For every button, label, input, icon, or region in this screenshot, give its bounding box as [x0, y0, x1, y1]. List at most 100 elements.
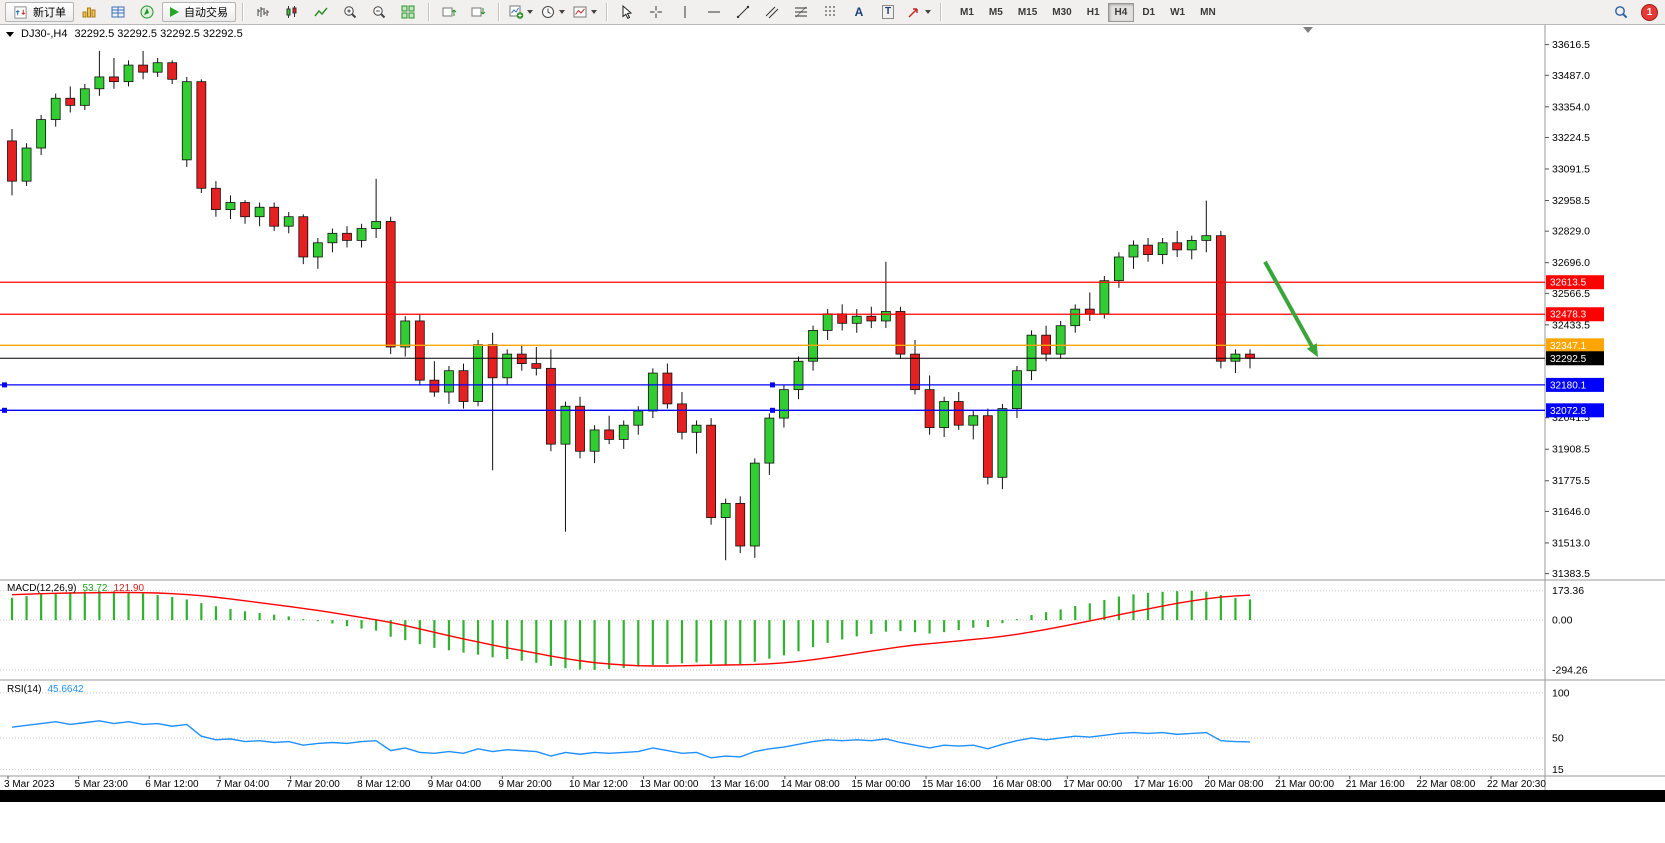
crosshair-tool-button[interactable] — [642, 1, 670, 23]
trendline-tool-button[interactable] — [729, 1, 757, 23]
auto-trading-button[interactable]: 自动交易 — [162, 2, 236, 22]
timeframe-button-H1[interactable]: H1 — [1080, 3, 1107, 22]
svg-text:32566.5: 32566.5 — [1552, 288, 1590, 300]
line-chart-mode-button[interactable] — [307, 1, 335, 23]
clock-icon — [542, 6, 554, 18]
arrows-icon — [908, 8, 918, 18]
new-order-label: 新订单 — [33, 7, 66, 19]
crosshair-icon — [650, 6, 662, 18]
period-button[interactable] — [537, 1, 568, 23]
chart-header: DJ30-,H4 32292.5 32292.5 32292.5 32292.5 — [6, 28, 243, 40]
horizontal-line-tool-button[interactable] — [700, 1, 728, 23]
svg-text:3 Mar 2023: 3 Mar 2023 — [4, 779, 55, 790]
quotes-button[interactable] — [75, 1, 103, 23]
notification-badge[interactable]: 1 — [1641, 3, 1658, 21]
macd-signal-value: 121.90 — [113, 583, 145, 594]
timeframe-button-MN[interactable]: MN — [1193, 3, 1223, 22]
text-tool-button[interactable]: A — [845, 1, 873, 23]
timeframe-button-W1[interactable]: W1 — [1163, 3, 1192, 22]
arrange-windows-down-button[interactable] — [464, 1, 492, 23]
data-window-button[interactable] — [104, 1, 132, 23]
search-button[interactable] — [1607, 1, 1635, 23]
chart-shift-marker — [1303, 27, 1313, 33]
svg-text:15 Mar 00:00: 15 Mar 00:00 — [851, 779, 910, 790]
text-icon: A — [854, 5, 864, 19]
quotes-icon — [82, 7, 96, 18]
svg-text:21 Mar 00:00: 21 Mar 00:00 — [1275, 779, 1334, 790]
svg-text:6 Mar 12:00: 6 Mar 12:00 — [145, 779, 199, 790]
svg-text:16 Mar 08:00: 16 Mar 08:00 — [993, 779, 1052, 790]
svg-text:31383.5: 31383.5 — [1552, 568, 1590, 580]
tile-windows-button[interactable] — [394, 1, 422, 23]
timeframe-button-M30[interactable]: M30 — [1045, 3, 1078, 22]
svg-text:32613.5: 32613.5 — [1550, 278, 1587, 289]
rsi-value: 45.6642 — [47, 684, 84, 695]
svg-text:32958.5: 32958.5 — [1552, 195, 1590, 207]
add-indicator-button[interactable] — [505, 1, 536, 23]
auto-trading-label: 自动交易 — [184, 7, 228, 19]
svg-text:0.00: 0.00 — [1552, 615, 1573, 627]
arrange-up-icon — [442, 7, 457, 17]
svg-text:9 Mar 20:00: 9 Mar 20:00 — [498, 779, 552, 790]
svg-text:32072.8: 32072.8 — [1550, 406, 1587, 417]
equidistant-channel-icon — [765, 6, 779, 19]
svg-text:14 Mar 08:00: 14 Mar 08:00 — [781, 779, 840, 790]
svg-text:100: 100 — [1552, 687, 1570, 699]
svg-text:10 Mar 12:00: 10 Mar 12:00 — [569, 779, 628, 790]
chevron-down-icon — [591, 10, 597, 14]
timeframe-button-M15[interactable]: M15 — [1011, 3, 1044, 22]
svg-text:32696.0: 32696.0 — [1552, 257, 1590, 269]
arrows-tool-button[interactable] — [903, 1, 934, 23]
svg-text:173.36: 173.36 — [1552, 585, 1584, 597]
navigator-button[interactable] — [133, 1, 161, 23]
candlestick-icon — [286, 6, 297, 18]
cycle-lines-tool-button[interactable] — [816, 1, 844, 23]
window-bottom-bar — [0, 790, 1665, 802]
search-icon — [1615, 6, 1628, 19]
svg-text:8 Mar 12:00: 8 Mar 12:00 — [357, 779, 411, 790]
timeframe-button-H4[interactable]: H4 — [1107, 2, 1135, 22]
svg-text:33354.0: 33354.0 — [1552, 101, 1590, 113]
zoom-in-button[interactable] — [336, 1, 364, 23]
zoom-out-button[interactable] — [365, 1, 393, 23]
toolbar-right-cluster: 1 — [1607, 1, 1660, 23]
navigator-icon — [140, 5, 154, 19]
timeframe-button-D1[interactable]: D1 — [1135, 3, 1162, 22]
cursor-icon — [622, 4, 633, 19]
svg-text:33091.5: 33091.5 — [1552, 163, 1590, 175]
svg-text:32180.1: 32180.1 — [1550, 380, 1587, 391]
annotation-arrow — [1263, 260, 1316, 352]
macd-name: MACD(12,26,9) — [7, 583, 77, 594]
arrange-windows-up-button[interactable] — [435, 1, 463, 23]
svg-text:31775.5: 31775.5 — [1552, 475, 1590, 487]
tile-windows-icon — [401, 5, 415, 19]
price-axis[interactable] — [1545, 24, 1665, 790]
cursor-tool-button[interactable] — [613, 1, 641, 23]
fibonacci-tool-button[interactable] — [787, 1, 815, 23]
chevron-down-icon — [527, 10, 533, 14]
chart-menu-icon[interactable] — [6, 31, 14, 37]
svg-text:21 Mar 16:00: 21 Mar 16:00 — [1346, 779, 1405, 790]
timeframe-toolbar: M1 M5 M15 M30 H1 H4 D1 W1 MN — [953, 2, 1223, 22]
horizontal-lines-layer: 32613.5 32478.3 32347.1 32292.5 32180.1 32072… — [0, 275, 1604, 418]
time-axis[interactable] — [0, 776, 1545, 790]
bar-chart-mode-button[interactable] — [249, 1, 277, 23]
vertical-line-tool-button[interactable] — [671, 1, 699, 23]
channel-tool-button[interactable] — [758, 1, 786, 23]
candlestick-mode-button[interactable] — [278, 1, 306, 23]
fibonacci-icon — [795, 6, 807, 18]
timeframe-button-M5[interactable]: M5 — [982, 3, 1010, 22]
svg-text:22 Mar 08:00: 22 Mar 08:00 — [1416, 779, 1475, 790]
template-button[interactable] — [569, 1, 600, 23]
svg-text:32478.3: 32478.3 — [1550, 310, 1587, 321]
data-window-icon — [111, 6, 125, 18]
macd-label: MACD(12,26,9) 53.72 121.90 — [7, 583, 144, 594]
svg-text:13 Mar 16:00: 13 Mar 16:00 — [710, 779, 769, 790]
svg-text:22 Mar 20:30: 22 Mar 20:30 — [1487, 779, 1546, 790]
text-label-tool-button[interactable]: T — [874, 1, 902, 23]
new-order-button[interactable]: 新订单 — [5, 2, 74, 22]
timeframe-button-M1[interactable]: M1 — [953, 3, 981, 22]
rsi-line — [11, 720, 1251, 759]
